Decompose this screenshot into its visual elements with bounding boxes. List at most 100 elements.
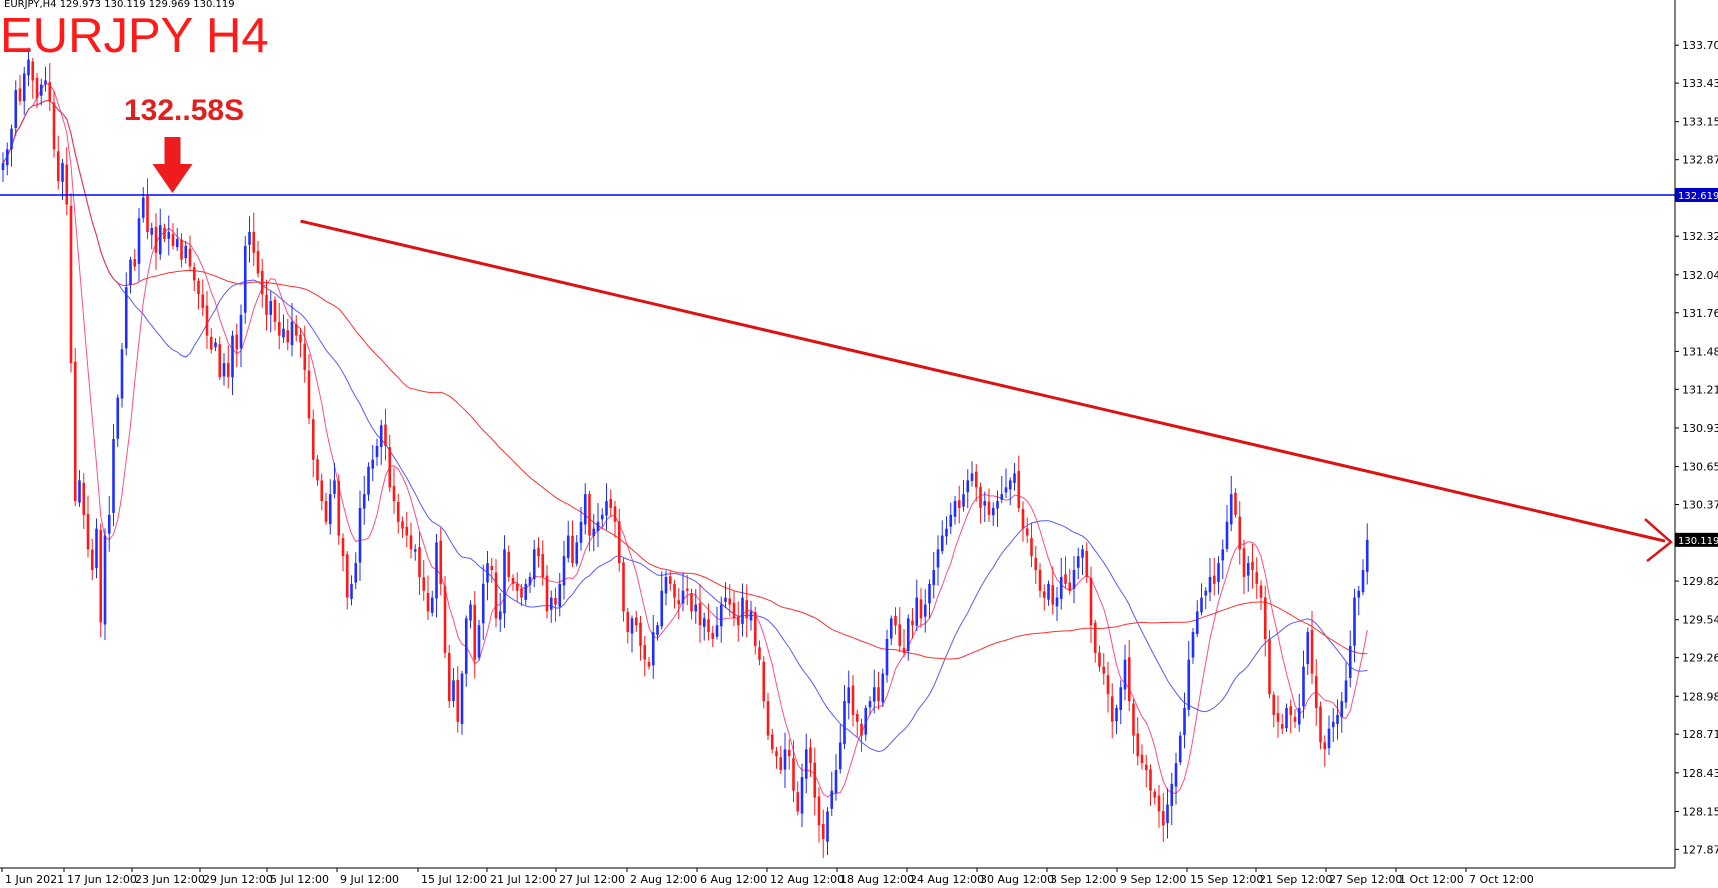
time-tick-label: 1 Oct 12:00	[1399, 873, 1464, 886]
candle-body	[265, 294, 268, 315]
candle-body	[1221, 549, 1225, 561]
candle-body	[1004, 487, 1008, 493]
candle-body	[1102, 666, 1106, 674]
candle-body	[847, 687, 851, 704]
candle-body	[61, 163, 64, 182]
candle-body	[664, 576, 668, 594]
price-tick-label: 128.430	[1682, 767, 1718, 780]
candle-body	[804, 749, 808, 779]
candle-body	[694, 604, 698, 612]
candle-body	[464, 618, 468, 674]
candle-body	[677, 600, 681, 605]
candle-body	[396, 501, 400, 522]
candle-body	[1017, 471, 1021, 508]
candle-body	[860, 723, 863, 736]
candle-body	[1353, 597, 1356, 646]
time-tick-label: 9 Jul 12:00	[340, 873, 399, 886]
price-tick-label: 130.375	[1682, 499, 1718, 512]
candle-body	[511, 577, 515, 584]
candle-body	[430, 597, 434, 613]
candle-body	[137, 218, 141, 264]
candles	[1, 47, 1369, 858]
candle-body	[592, 528, 596, 536]
candle-body	[167, 232, 171, 239]
candle-body	[269, 301, 273, 315]
candle-body	[1110, 696, 1114, 722]
level-price-tag-bg	[1675, 187, 1718, 202]
candle-body	[707, 619, 710, 633]
candle-body	[324, 501, 328, 522]
candle-body	[239, 314, 243, 349]
candle-body	[1144, 764, 1148, 771]
candle-body	[35, 77, 39, 99]
candle-body	[541, 554, 545, 577]
candle-body	[1212, 575, 1216, 584]
candle-body	[736, 616, 740, 626]
candle-body	[1068, 582, 1072, 591]
candle-body	[634, 617, 638, 626]
candle-body	[371, 459, 375, 469]
candle-body	[362, 494, 366, 509]
candle-body	[311, 419, 315, 460]
candle-body	[660, 590, 664, 627]
candle-body	[885, 639, 889, 676]
trendline-arrowhead	[1644, 518, 1673, 563]
candle-body	[209, 336, 213, 350]
price-tick-label: 129.540	[1682, 614, 1718, 627]
candle-body	[855, 713, 859, 722]
price-tick-label: 131.765	[1682, 307, 1718, 320]
candle-body	[141, 197, 145, 218]
symbol-info-line: EURJPY,H4 129.973 130.119 129.969 130.11…	[4, 0, 235, 10]
candle-body	[1106, 675, 1110, 695]
candle-body	[214, 342, 217, 348]
candle-body	[685, 588, 689, 591]
candle-body	[613, 506, 617, 522]
price-tick-label: 128.150	[1682, 805, 1718, 818]
candle-body	[392, 486, 396, 502]
candle-body	[486, 563, 489, 583]
candle-body	[443, 586, 447, 653]
candle-body	[107, 514, 111, 534]
candle-body	[877, 687, 880, 702]
candle-body	[881, 673, 885, 703]
candle-body	[775, 751, 778, 757]
candle-body	[864, 707, 868, 735]
candle-body	[702, 618, 706, 627]
candle-body	[762, 661, 766, 702]
time-tick-label: 27 Sep 12:00	[1329, 873, 1402, 886]
candle-body	[1055, 597, 1059, 607]
candle-body	[120, 349, 124, 399]
candle-body	[1348, 645, 1352, 679]
candle-body	[1085, 550, 1089, 577]
candle-body	[919, 599, 923, 619]
candle-body	[358, 507, 362, 563]
time-tick-label: 5 Jul 12:00	[270, 873, 329, 886]
candle-body	[745, 600, 749, 619]
candle-body	[78, 480, 81, 503]
moving-averages	[2, 82, 1368, 798]
candle-body	[724, 597, 727, 602]
candle-body	[14, 90, 18, 129]
candle-body	[996, 501, 999, 509]
candle-body	[979, 487, 982, 508]
candle-body	[987, 501, 991, 515]
candle-body	[902, 647, 906, 653]
candle-body	[753, 612, 757, 646]
candle-body	[31, 61, 35, 81]
candle-body	[656, 625, 659, 635]
ma-mid-line	[2, 100, 1368, 753]
candle-body	[18, 88, 22, 102]
candle-body	[1174, 763, 1178, 787]
candle-body	[1, 163, 5, 171]
candle-body	[821, 823, 825, 840]
candle-body	[970, 473, 974, 481]
candle-body	[494, 572, 498, 619]
trendline	[300, 219, 1666, 543]
candle-body	[1255, 572, 1259, 584]
candle-body	[1064, 574, 1067, 584]
time-tick-label: 12 Aug 12:00	[770, 873, 844, 886]
candle-body	[277, 321, 281, 336]
candle-body	[226, 362, 230, 377]
